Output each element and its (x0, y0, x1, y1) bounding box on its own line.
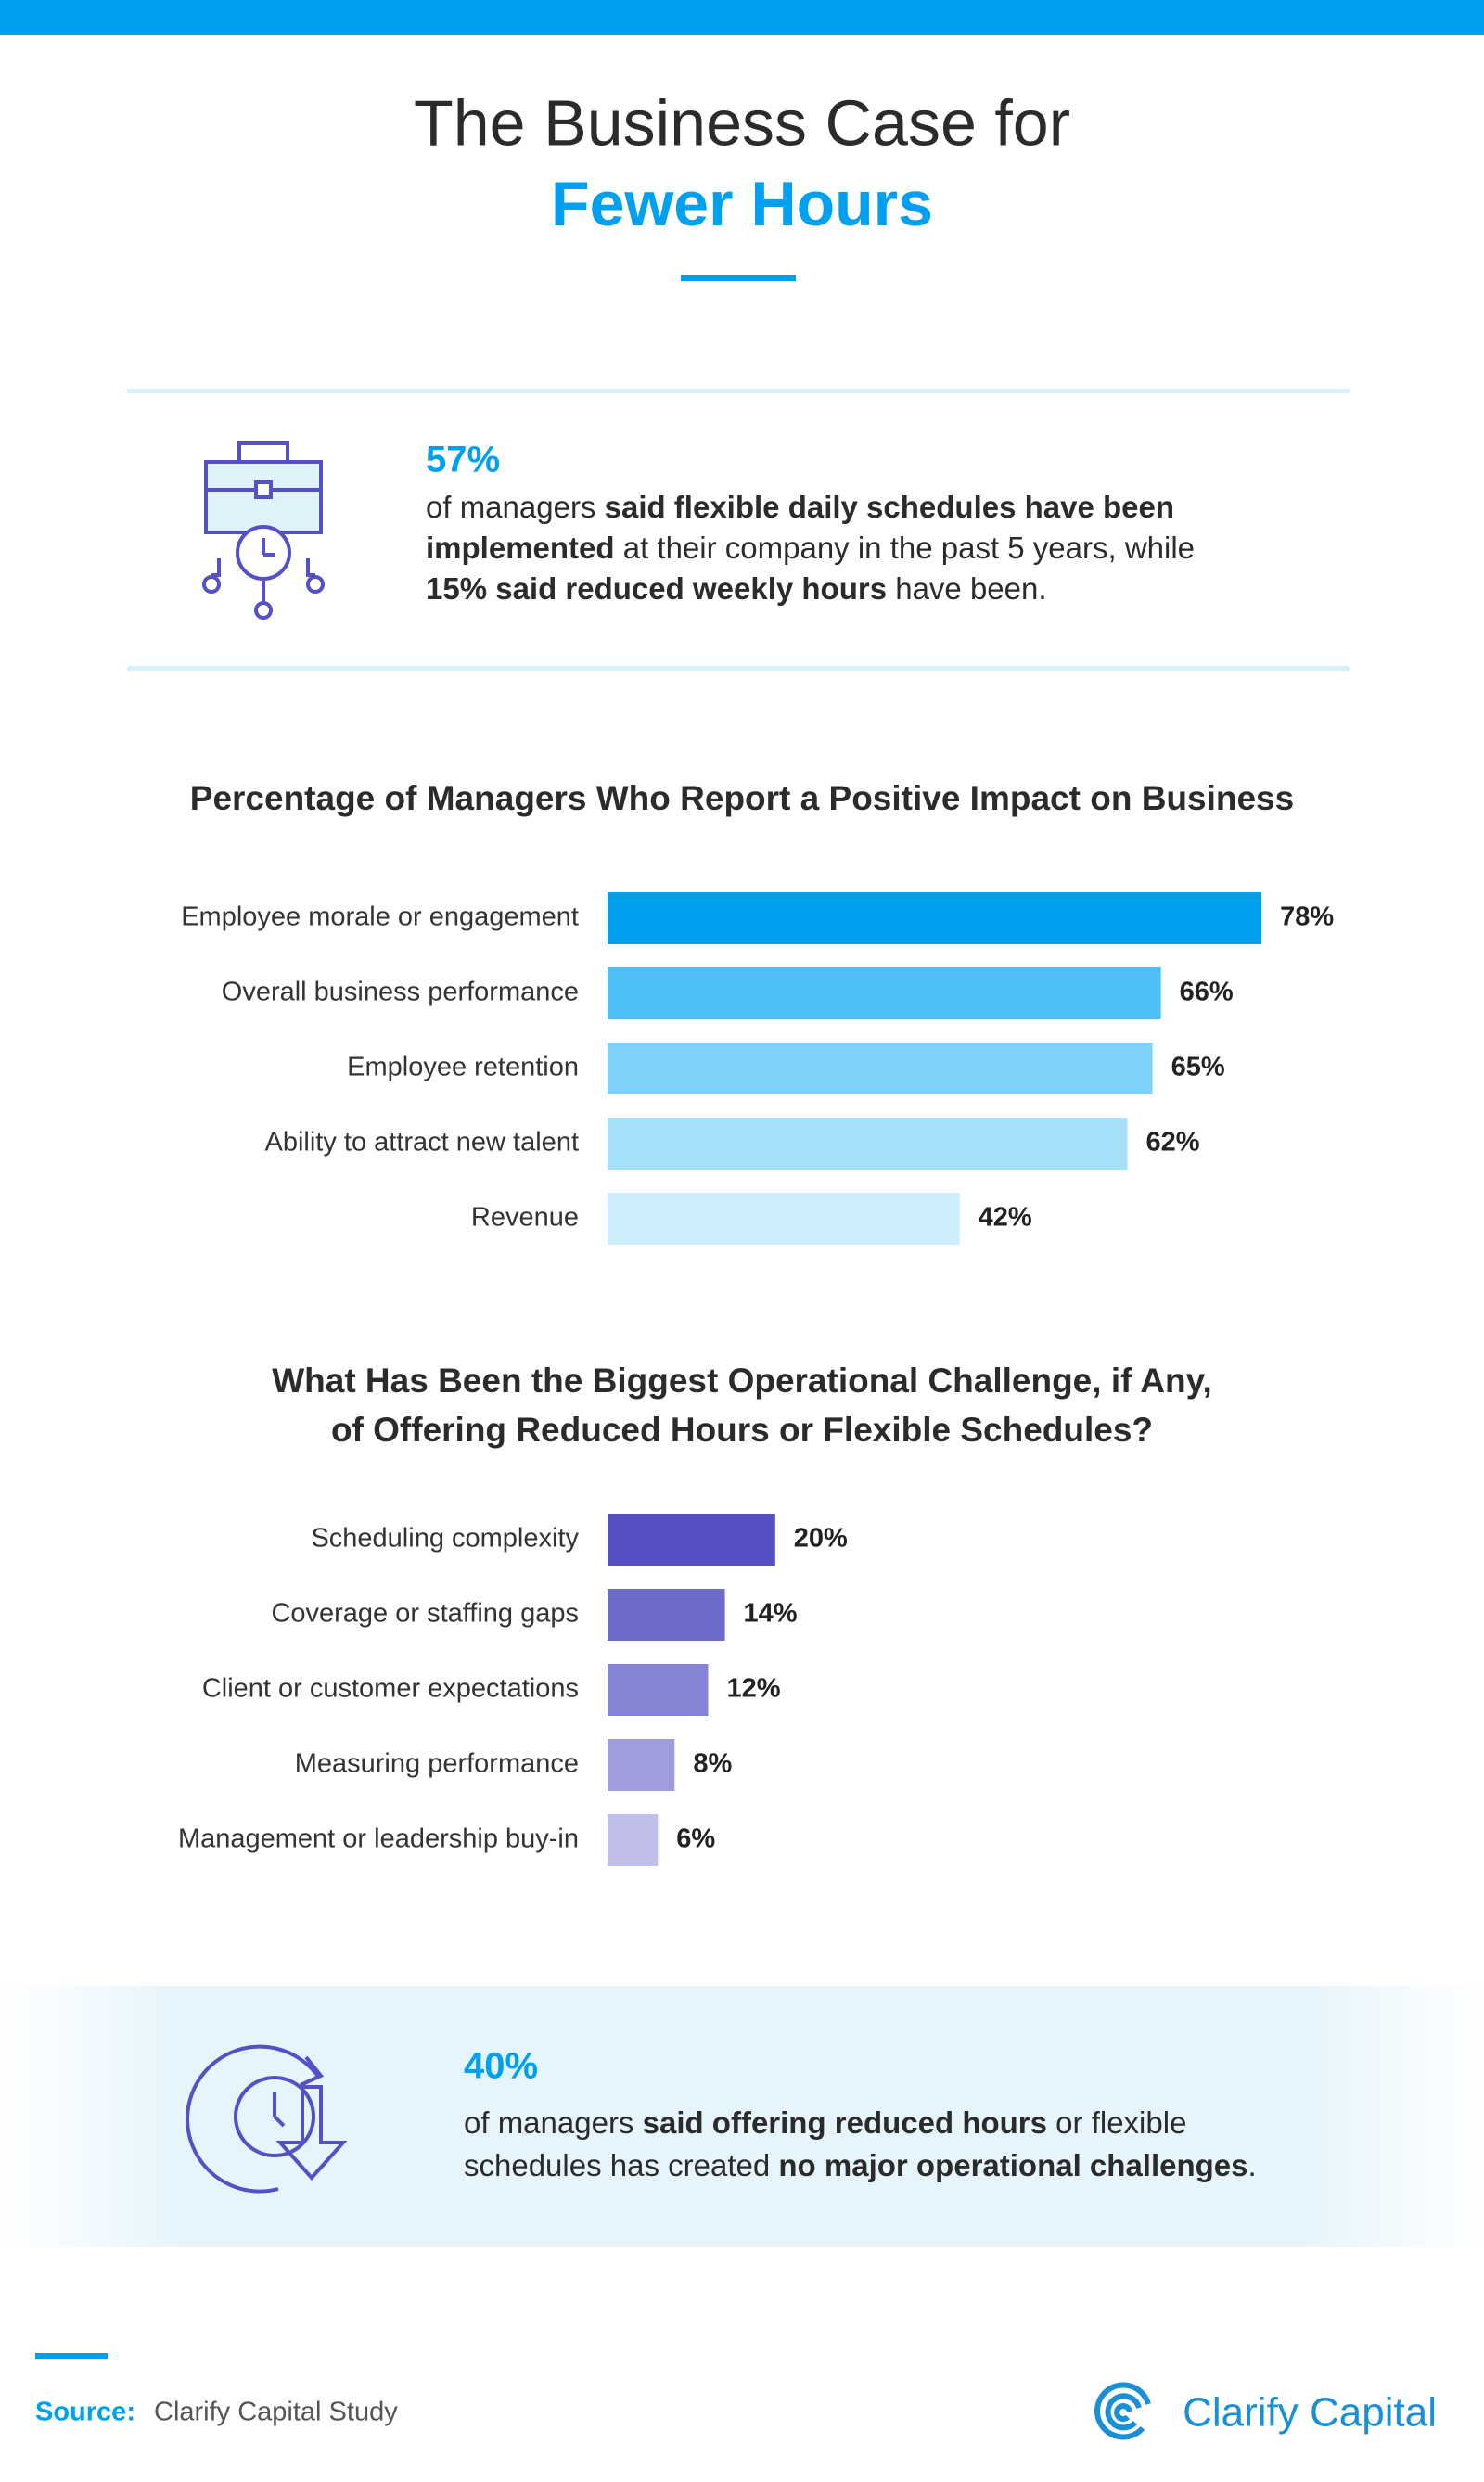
category-label: Client or customer expectations (202, 1674, 579, 1704)
text-segment: said offering reduced hours (643, 2105, 1047, 2140)
chart-title: of Offering Reduced Hours or Flexible Sc… (331, 1411, 1153, 1449)
value-label: 62% (1145, 1128, 1199, 1158)
clock-icon (186, 2044, 348, 2194)
stat-line: of managers said flexible daily schedule… (426, 490, 1174, 524)
value-label: 12% (726, 1674, 780, 1704)
logo-text: Clarify Capital (1183, 2390, 1437, 2436)
bar (608, 1193, 960, 1245)
text-segment: no major operational challenges (778, 2148, 1247, 2182)
bar (608, 1514, 775, 1566)
category-label: Management or leadership buy-in (178, 1824, 579, 1854)
stat-line: schedules has created no major operation… (464, 2148, 1257, 2182)
stat-value: 40% (464, 2046, 538, 2087)
title-line1: The Business Case for (414, 86, 1070, 159)
stat-line: implemented at their company in the past… (426, 531, 1195, 565)
briefcase-icon (202, 441, 325, 620)
value-label: 66% (1180, 978, 1234, 1007)
chart-title: What Has Been the Biggest Operational Ch… (272, 1362, 1212, 1400)
title-underline (681, 275, 796, 281)
bar (608, 1118, 1128, 1170)
stat-value: 57% (426, 440, 500, 480)
category-label: Scheduling complexity (311, 1524, 579, 1554)
value-label: 6% (676, 1824, 715, 1854)
stat-line: 15% said reduced weekly hours have been. (426, 571, 1047, 606)
value-label: 78% (1280, 902, 1334, 932)
value-label: 8% (693, 1749, 732, 1779)
category-label: Coverage or staffing gaps (271, 1599, 579, 1629)
text-segment: of managers (464, 2105, 643, 2140)
text-segment: have been. (887, 571, 1046, 606)
stat-box (0, 1986, 1484, 2247)
chart-title: Percentage of Managers Who Report a Posi… (190, 779, 1294, 817)
text-segment: of managers (426, 490, 605, 524)
category-label: Revenue (471, 1203, 579, 1233)
bar (608, 892, 1262, 944)
text-segment: implemented (426, 531, 615, 565)
text-segment: or flexible (1047, 2105, 1186, 2140)
stat-text: of managers said offering reduced hours … (464, 2105, 1257, 2182)
top-bar (0, 0, 1484, 35)
title-line2: Fewer Hours (551, 169, 933, 239)
source-label: Source: (35, 2398, 135, 2427)
divider (127, 666, 1350, 671)
stat-text: of managers said flexible daily schedule… (426, 490, 1195, 606)
category-label: Ability to attract new talent (265, 1128, 580, 1158)
bar (608, 1589, 725, 1641)
value-label: 14% (744, 1599, 798, 1629)
logo-icon (1094, 2382, 1151, 2440)
value-label: 20% (794, 1524, 848, 1554)
source-rule (35, 2353, 108, 2359)
bar (608, 1043, 1153, 1094)
category-label: Employee morale or engagement (181, 902, 579, 932)
category-label: Measuring performance (295, 1749, 579, 1779)
text-segment: said flexible daily schedules have been (605, 490, 1174, 524)
bar (608, 1664, 709, 1716)
value-label: 65% (1171, 1053, 1225, 1082)
text-segment: schedules has created (464, 2148, 778, 2182)
value-label: 42% (979, 1203, 1032, 1233)
source-text: Clarify Capital Study (154, 2398, 398, 2427)
chart: Percentage of Managers Who Report a Posi… (181, 779, 1334, 1245)
bar (608, 1814, 659, 1866)
text-segment: 15% said reduced weekly hours (426, 571, 887, 606)
bar (608, 967, 1161, 1019)
bar (608, 1739, 675, 1791)
category-label: Overall business performance (222, 978, 579, 1007)
chart: What Has Been the Biggest Operational Ch… (178, 1362, 1212, 1866)
divider (127, 389, 1350, 393)
category-label: Employee retention (347, 1053, 579, 1082)
text-segment: . (1248, 2148, 1257, 2182)
stat-line: of managers said offering reduced hours … (464, 2105, 1186, 2140)
text-segment: at their company in the past 5 years, wh… (615, 531, 1196, 565)
